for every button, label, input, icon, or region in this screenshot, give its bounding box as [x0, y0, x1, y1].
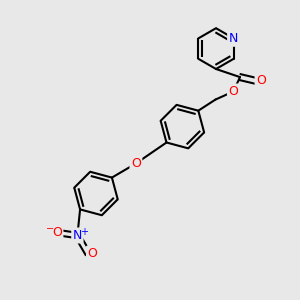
Text: N: N	[229, 32, 238, 45]
Text: O: O	[52, 226, 62, 239]
Text: O: O	[131, 157, 141, 170]
Text: O: O	[229, 85, 238, 98]
Text: −: −	[46, 224, 55, 234]
Text: O: O	[256, 74, 266, 88]
Text: +: +	[80, 227, 88, 237]
Text: O: O	[88, 247, 97, 260]
Text: N: N	[73, 229, 82, 242]
